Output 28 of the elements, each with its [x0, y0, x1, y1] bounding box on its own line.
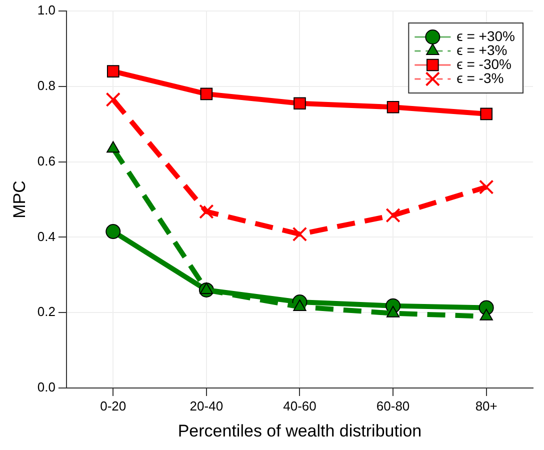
- y-tick-label: 0.8: [37, 78, 56, 93]
- point: [386, 208, 400, 223]
- point: [200, 88, 213, 100]
- legend-label: ϵ = -30%: [456, 56, 512, 72]
- y-tick-label: 0.6: [37, 153, 56, 168]
- point: [478, 180, 494, 194]
- x-tick-label: 0-20: [100, 398, 126, 414]
- y-axis-title: MPC: [10, 180, 29, 218]
- legend-label: ϵ = +30%: [456, 28, 516, 44]
- point: [106, 65, 120, 78]
- point: [106, 92, 120, 107]
- y-tick-label: 0.0: [37, 380, 56, 395]
- x-tick-label: 80+: [475, 398, 498, 414]
- y-tick-label: 1.0: [37, 2, 56, 18]
- point: [480, 108, 493, 120]
- x-tick-label: 60-80: [376, 398, 410, 414]
- point: [292, 226, 308, 242]
- y-tick-label: 0.4: [37, 228, 56, 244]
- point: [386, 100, 400, 114]
- x-tick-label: 20-40: [190, 398, 224, 414]
- point: [106, 224, 121, 240]
- legend-label: ϵ = +3%: [456, 42, 508, 58]
- point: [199, 204, 214, 219]
- x-axis-title: Percentiles of wealth distribution: [178, 421, 422, 440]
- point: [294, 97, 306, 110]
- y-tick-label: 0.2: [37, 304, 56, 320]
- x-tick-label: 40-60: [283, 398, 316, 414]
- legend-label: ϵ = -3%: [456, 70, 504, 86]
